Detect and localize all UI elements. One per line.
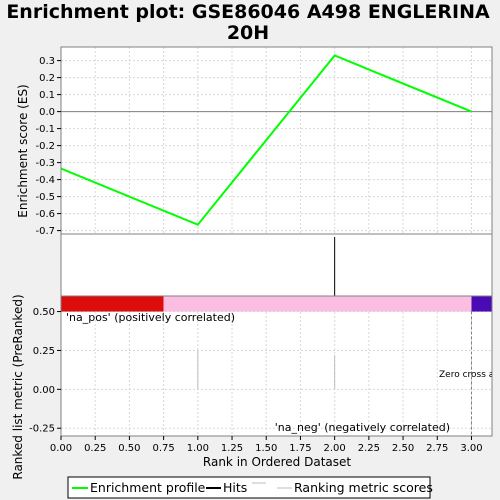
xtick-label-9: 2.25 (358, 443, 380, 454)
xtick-label-0: 0.00 (50, 443, 72, 454)
xtick-label-2: 0.50 (118, 443, 140, 454)
color-bar-mid (163, 296, 472, 312)
rank-y-axis-label: Ranked list metric (PreRanked) (11, 294, 25, 479)
es-ytick-label-2: -0.5 (35, 192, 55, 203)
rank-ytick-label-2: 0.25 (33, 346, 55, 357)
x-axis-label: Rank in Ordered Dataset (203, 455, 351, 469)
xtick-label-3: 0.75 (152, 443, 174, 454)
es-ytick-label-10: 0.3 (39, 56, 55, 67)
es-ytick-label-5: -0.2 (35, 141, 55, 152)
rank-ytick-label-0: -0.25 (29, 424, 55, 435)
legend-label-hits: Hits (223, 480, 247, 495)
x-axis: 0.00 0.25 0.50 0.75 1.00 1.25 1.50 1.75 2.00 2.25… (50, 436, 483, 454)
hits-panel (61, 234, 492, 296)
rank-panel (61, 296, 492, 436)
xtick-label-1: 0.25 (84, 443, 106, 454)
pos-correlated-label: 'na_pos' (positively correlated) (66, 311, 235, 324)
es-ytick-label-6: -0.1 (35, 124, 55, 135)
xtick-label-6: 1.50 (255, 443, 277, 454)
es-ytick-label-4: -0.3 (35, 158, 55, 169)
xtick-label-10: 2.50 (392, 443, 414, 454)
rank-y-axis: -0.25 0.00 0.25 0.50 (29, 307, 61, 435)
color-bar-pos (61, 296, 164, 312)
xtick-label-5: 1.25 (221, 443, 243, 454)
es-ytick-label-9: 0.2 (39, 73, 55, 84)
rank-ytick-label-3: 0.50 (33, 307, 55, 318)
legend: Enrichment profile Hits Ranking metric s… (67, 476, 433, 499)
zero-cross-label: Zero cross at 3 (439, 370, 500, 380)
rank-marks (61, 296, 492, 436)
es-y-axis-label: Enrichment score (ES) (16, 84, 30, 217)
rank-ytick-label-1: 0.00 (33, 385, 55, 396)
neg-correlated-label: 'na_neg' (negatively correlated) (275, 421, 450, 434)
xtick-label-4: 1.00 (187, 443, 209, 454)
chart-title-line-1: Enrichment plot: GSE86046 A498 ENGLERINA (6, 1, 490, 23)
xtick-label-7: 1.75 (289, 443, 311, 454)
es-series (61, 54, 492, 226)
legend-box (67, 476, 431, 499)
legend-label-enrichment: Enrichment profile (90, 480, 206, 495)
es-ytick-label-8: 0.1 (39, 90, 55, 101)
legend-label-ranking: Ranking metric scores (294, 480, 433, 495)
es-ytick-label-0: -0.7 (35, 226, 55, 237)
es-panel (61, 47, 492, 234)
xtick-label-11: 2.75 (426, 443, 448, 454)
es-y-axis: -0.7 -0.6 -0.5 -0.4 -0.3 -0.2 -0.1 0.0 0.1 0.2 0.3 (35, 56, 61, 237)
es-ytick-label-3: -0.4 (35, 175, 55, 186)
color-bar-neg (471, 296, 492, 312)
chart-title-line-2: 20H (227, 22, 269, 44)
rank-panel-frame (60, 295, 493, 437)
es-ytick-label-7: 0.0 (39, 107, 55, 118)
xtick-label-12: 3.00 (460, 443, 482, 454)
xtick-label-8: 2.00 (324, 443, 346, 454)
enrichment-profile-line (61, 54, 472, 226)
es-ytick-label-1: -0.6 (35, 209, 55, 220)
